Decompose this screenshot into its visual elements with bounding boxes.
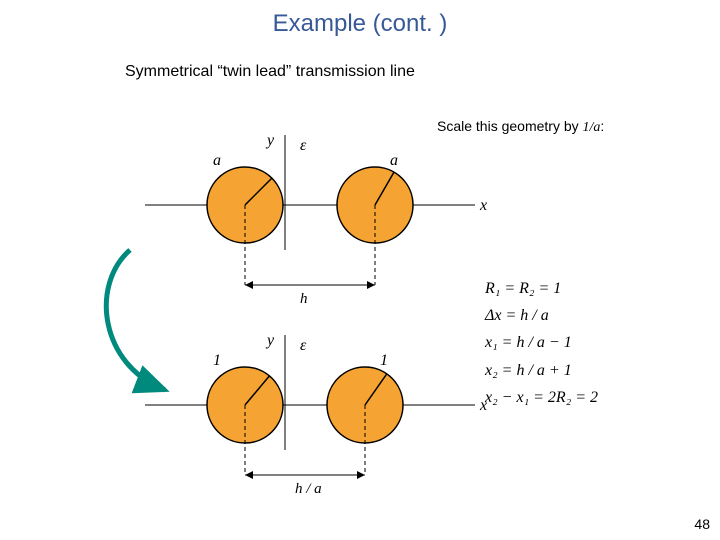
svg-text:1: 1 [380,352,388,369]
diagram: yxεaahyxε11h / a [115,135,515,515]
svg-text:y: y [265,132,275,149]
svg-text:a: a [390,152,398,169]
eq-line-5: x₂ − x₁ = 2R₂ = 2 [485,384,598,411]
svg-text:h / a: h / a [295,481,322,497]
svg-text:1: 1 [213,352,221,369]
eq-line-2: Δx = h / a [485,302,598,329]
eq-line-1: R₁ = R₂ = 1 [485,275,598,302]
svg-text:ε: ε [300,137,307,154]
eq-line-4: x₂ = h / a + 1 [485,357,598,384]
page-number: 48 [694,516,710,532]
slide-title: Example (cont. ) [0,0,720,38]
eq-line-3: x₁ = h / a − 1 [485,329,598,356]
svg-text:h: h [300,291,308,307]
svg-text:x: x [479,197,487,214]
svg-text:y: y [265,332,275,349]
slide-subtitle: Symmetrical “twin lead” transmission lin… [125,63,720,81]
svg-text:ε: ε [300,337,307,354]
svg-text:a: a [213,152,221,169]
equations: R₁ = R₂ = 1 Δx = h / a x₁ = h / a − 1 x₂… [485,275,598,411]
scale-note: Scale this geometry by 1/a: [437,118,604,136]
